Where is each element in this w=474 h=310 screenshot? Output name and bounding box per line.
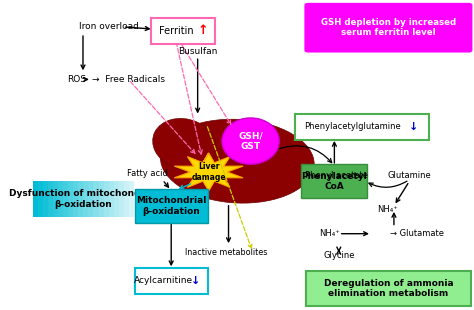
Bar xyxy=(128,181,134,217)
Text: Inactive metabolites: Inactive metabolites xyxy=(185,248,267,257)
Bar xyxy=(43,181,48,217)
Text: Glycine: Glycine xyxy=(323,251,355,260)
Ellipse shape xyxy=(153,118,216,170)
Text: Phenyl acetate: Phenyl acetate xyxy=(305,170,368,179)
Bar xyxy=(103,181,109,217)
FancyBboxPatch shape xyxy=(151,18,215,44)
Ellipse shape xyxy=(161,119,314,203)
Polygon shape xyxy=(174,153,243,191)
Text: Dysfunction of mitochondrial
β-oxidation: Dysfunction of mitochondrial β-oxidation xyxy=(9,189,158,209)
Text: ROS: ROS xyxy=(67,75,86,84)
Bar xyxy=(48,181,53,217)
Text: Phenylacetylglutamine: Phenylacetylglutamine xyxy=(304,122,401,131)
Text: → Glutamate: → Glutamate xyxy=(390,229,444,238)
Bar xyxy=(73,181,78,217)
Bar xyxy=(89,181,93,217)
FancyBboxPatch shape xyxy=(304,3,473,52)
Bar xyxy=(38,181,43,217)
Text: GSH depletion by increased
serum ferritin level: GSH depletion by increased serum ferriti… xyxy=(321,18,456,38)
Text: Fatty acid: Fatty acid xyxy=(127,169,167,178)
Text: ↑: ↑ xyxy=(197,24,208,37)
Text: ↓: ↓ xyxy=(191,276,200,286)
Bar xyxy=(58,181,64,217)
Text: Phenylacetyl
CoA: Phenylacetyl CoA xyxy=(301,171,367,191)
Text: Ferritin: Ferritin xyxy=(159,26,193,36)
Ellipse shape xyxy=(222,118,279,164)
Text: NH₄⁺: NH₄⁺ xyxy=(319,229,340,238)
Bar xyxy=(114,181,118,217)
FancyBboxPatch shape xyxy=(135,268,208,294)
Bar xyxy=(124,181,128,217)
Bar xyxy=(83,181,89,217)
Text: Mitochondrial
β-oxidation: Mitochondrial β-oxidation xyxy=(136,196,207,216)
Text: GSH/
GST: GSH/ GST xyxy=(238,131,263,151)
Text: ↓: ↓ xyxy=(409,122,419,132)
Text: →  Free Radicals: → Free Radicals xyxy=(92,75,165,84)
Text: Iron overload: Iron overload xyxy=(79,22,138,31)
Text: Deregulation of ammonia
elimination metabolism: Deregulation of ammonia elimination meta… xyxy=(324,279,453,298)
Bar xyxy=(118,181,124,217)
Bar xyxy=(53,181,58,217)
Bar xyxy=(68,181,73,217)
FancyBboxPatch shape xyxy=(301,164,367,198)
Text: Busulfan: Busulfan xyxy=(178,47,218,56)
Bar xyxy=(109,181,114,217)
Text: NH₄⁺: NH₄⁺ xyxy=(377,205,398,214)
Bar xyxy=(93,181,99,217)
Text: Glutamine: Glutamine xyxy=(387,170,431,179)
Bar xyxy=(33,181,38,217)
Text: Acylcarnitine: Acylcarnitine xyxy=(134,276,193,285)
Bar xyxy=(99,181,103,217)
FancyBboxPatch shape xyxy=(135,189,208,223)
Bar xyxy=(64,181,68,217)
Bar xyxy=(78,181,83,217)
FancyBboxPatch shape xyxy=(306,271,471,306)
FancyBboxPatch shape xyxy=(295,114,429,140)
Text: Liver
damage: Liver damage xyxy=(191,162,226,182)
